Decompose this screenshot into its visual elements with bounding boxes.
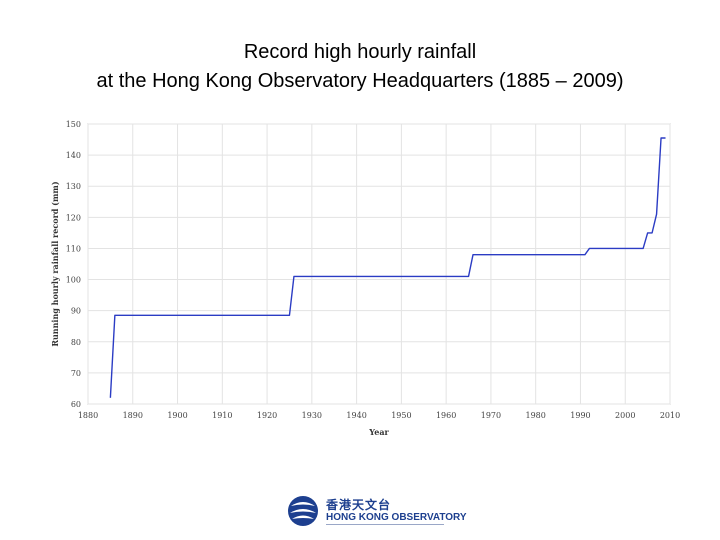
y-tick-label: 100 [66,276,81,285]
chart-title: Record high hourly rainfall at the Hong … [0,38,720,96]
x-axis-label: Year [368,427,389,437]
x-tick-label: 1900 [167,411,187,420]
x-tick-label: 2010 [660,411,680,420]
grid-lines [87,123,671,405]
y-tick-label: 110 [66,244,81,253]
y-tick-label: 120 [66,213,81,222]
y-tick-label: 130 [66,182,81,191]
x-tick-label: 1880 [78,411,98,420]
y-tick-label: 140 [66,151,81,160]
x-tick-label: 1930 [302,411,322,420]
x-tick-label: 1990 [570,411,590,420]
x-tick-label: 1910 [212,411,232,420]
x-tick-label: 1920 [257,411,277,420]
x-tick-label: 1950 [391,411,411,420]
x-tick-label: 1960 [436,411,456,420]
title-line-1: Record high hourly rainfall [243,41,477,63]
hko-logo: 香港天文台 HONG KONG OBSERVATORY [286,494,467,528]
plot-area [87,123,671,405]
x-tick-label: 2000 [615,411,635,420]
title-line-2: at the Hong Kong Observatory Headquarter… [96,70,624,92]
y-tick-label: 70 [71,369,81,378]
x-tick-label: 1890 [123,411,143,420]
logo-name-chinese: 香港天文台 [326,498,392,512]
x-tick-labels: 1880 1890 1900 1910 1920 1930 1940 1950 1960 1970… [78,411,680,420]
y-tick-label: 150 [66,120,81,129]
hko-emblem-icon [288,496,318,526]
logo-underline [326,524,444,525]
y-tick-labels: 60 70 80 90 100 110 120 130 140 150 [66,120,81,409]
logo-name-english: HONG KONG OBSERVATORY [326,512,467,523]
x-tick-label: 1940 [346,411,366,420]
y-tick-label: 60 [71,400,81,409]
series-group [109,137,666,398]
y-axis-label: Running hourly rainfall record (mm) [50,181,60,347]
series-line-0 [109,137,666,398]
y-tick-label: 80 [71,338,81,347]
x-tick-label: 1980 [526,411,546,420]
x-tick-label: 1970 [481,411,501,420]
y-tick-label: 90 [71,307,81,316]
